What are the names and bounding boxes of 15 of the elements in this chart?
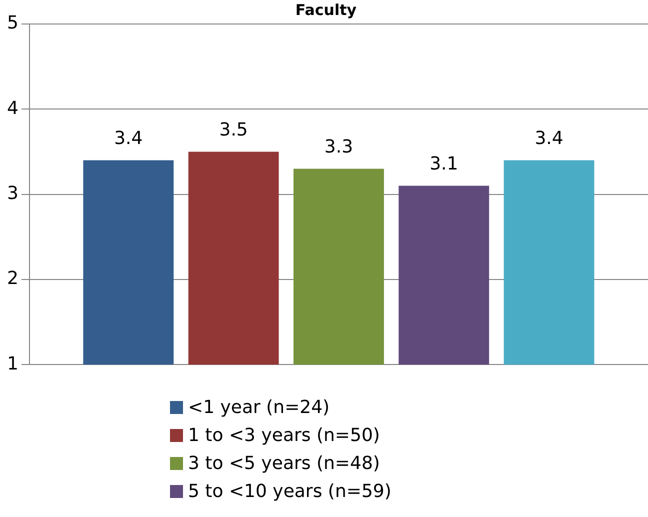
y-tick-label: 2 bbox=[7, 268, 18, 290]
y-tick-label: 5 bbox=[7, 12, 18, 34]
data-label: 3.3 bbox=[324, 136, 354, 158]
data-label: 3.1 bbox=[430, 153, 458, 174]
legend-label: 5 to <10 years (n=59) bbox=[188, 480, 392, 502]
y-tick-label: 3 bbox=[7, 182, 18, 204]
y-tick-label: 4 bbox=[7, 98, 18, 119]
data-label: 3.4 bbox=[534, 128, 564, 149]
legend-label: <1 year (n=24) bbox=[188, 396, 330, 418]
legend-label: 1 to <3 years (n=50) bbox=[188, 424, 380, 446]
data-label: 3.5 bbox=[219, 119, 248, 140]
chart-title: Faculty bbox=[295, 0, 357, 19]
data-label: 3.4 bbox=[114, 128, 143, 149]
legend-label: 3 to <5 years (n=48) bbox=[188, 452, 380, 474]
y-tick-label: 1 bbox=[7, 353, 18, 374]
